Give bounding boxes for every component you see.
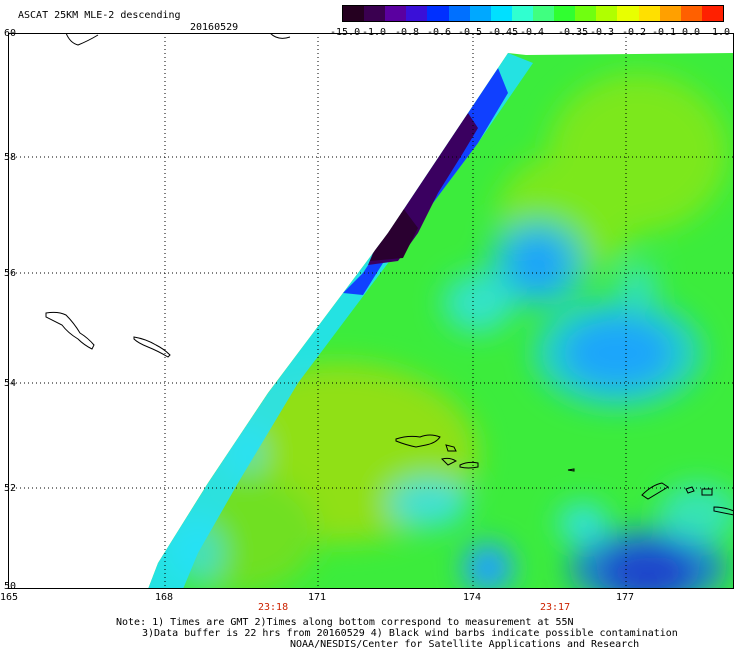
lon-label: 174 bbox=[463, 592, 482, 603]
color-swatch bbox=[448, 6, 470, 21]
color-swatch bbox=[638, 6, 660, 21]
color-swatch bbox=[617, 6, 639, 21]
lon-label: 177 bbox=[616, 592, 635, 603]
scale-label: -1.0 bbox=[362, 27, 387, 38]
scale-label: -15.0 bbox=[330, 27, 361, 38]
color-swatch bbox=[469, 6, 491, 21]
color-swatch bbox=[680, 6, 702, 21]
color-swatch bbox=[427, 6, 449, 21]
lat-label: 50 bbox=[4, 581, 17, 592]
color-swatch bbox=[364, 6, 386, 21]
color-swatch bbox=[490, 6, 512, 21]
credit-line: NOAA/NESDIS/Center for Satellite Applica… bbox=[290, 639, 640, 650]
lat-lon-grid bbox=[8, 33, 734, 589]
scale-label: -0.1 bbox=[652, 27, 677, 38]
color-swatch bbox=[343, 6, 365, 21]
lat-label: 56 bbox=[4, 268, 17, 279]
swath-field bbox=[148, 53, 734, 589]
lat-label: 54 bbox=[4, 378, 17, 389]
lon-label: 171 bbox=[308, 592, 327, 603]
pass-time: 23:17 bbox=[540, 602, 571, 613]
lon-label: 165 bbox=[0, 592, 19, 603]
scale-label: -0.8 bbox=[395, 27, 420, 38]
color-swatch bbox=[701, 6, 723, 21]
scale-label: -0.5 bbox=[458, 27, 483, 38]
scale-label: 0.0 bbox=[682, 27, 701, 38]
lon-label: 168 bbox=[155, 592, 174, 603]
scale-label: 1.0 bbox=[712, 27, 731, 38]
color-scale-bar bbox=[342, 5, 724, 22]
scale-label: -0.3 bbox=[590, 27, 615, 38]
color-swatch bbox=[532, 6, 555, 21]
scale-label: -0.4 bbox=[520, 27, 545, 38]
color-swatch bbox=[511, 6, 533, 21]
color-swatch bbox=[385, 6, 407, 21]
lat-label: 60 bbox=[4, 28, 17, 39]
color-swatch bbox=[554, 6, 576, 21]
map-title: ASCAT 25KM MLE-2 descending bbox=[18, 10, 181, 21]
lat-label: 58 bbox=[4, 152, 17, 163]
note-line: Note: 1) Times are GMT 2)Times along bot… bbox=[116, 617, 574, 628]
color-swatch bbox=[575, 6, 597, 21]
scale-label: -0.45 bbox=[488, 27, 519, 38]
scale-label: -0.35 bbox=[558, 27, 589, 38]
map-date: 20160529 bbox=[190, 22, 239, 33]
lat-label: 52 bbox=[4, 483, 17, 494]
scale-label: -0.6 bbox=[427, 27, 452, 38]
scatterometer-map bbox=[8, 33, 734, 589]
color-swatch bbox=[406, 6, 428, 21]
coastlines bbox=[45, 33, 734, 516]
scale-label: -0.2 bbox=[622, 27, 647, 38]
color-scale-labels: -15.0 -1.0 -0.8 -0.6 -0.5 -0.45 -0.4 -0.… bbox=[330, 27, 735, 39]
note-line: 3)Data buffer is 22 hrs from 20160529 4)… bbox=[142, 628, 678, 639]
color-swatch bbox=[659, 6, 681, 21]
color-swatch bbox=[596, 6, 618, 21]
pass-time: 23:18 bbox=[258, 602, 289, 613]
